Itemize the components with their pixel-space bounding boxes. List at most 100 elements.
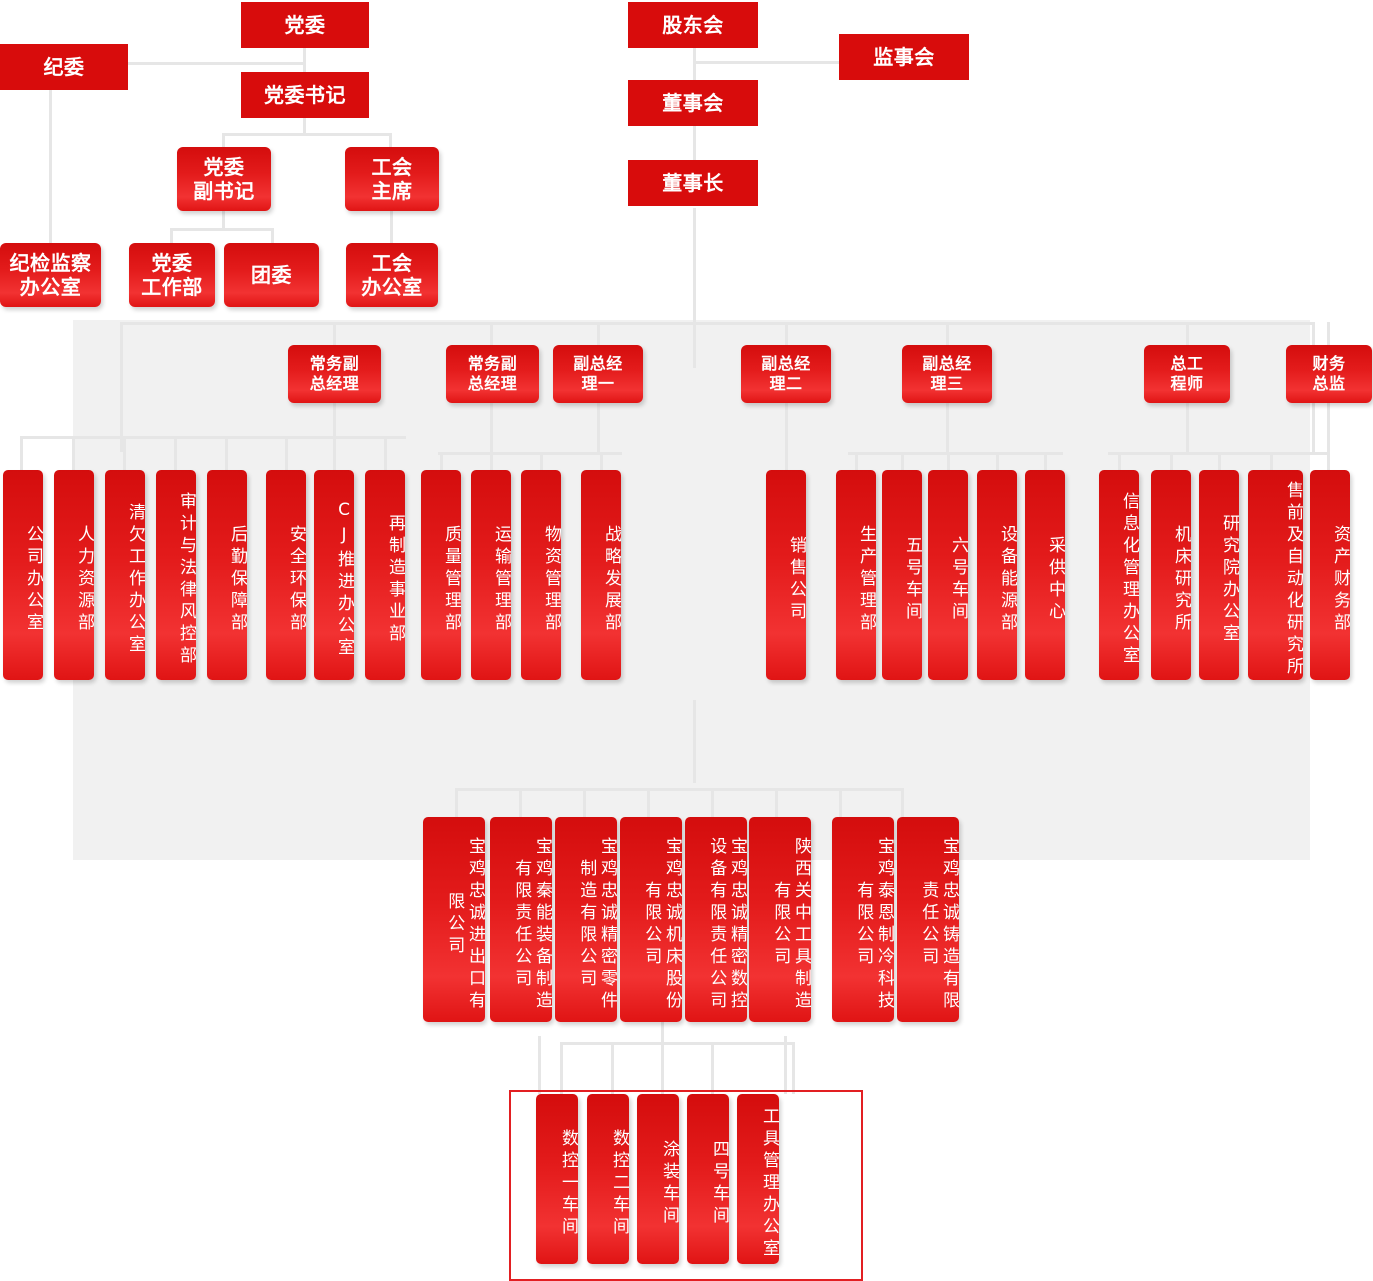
dept-logistics-support[interactable]: 后勤保障部 [207,470,247,680]
connector-dept-drop-13 [785,452,788,472]
node-gonghui-office[interactable]: 工会 办公室 [346,243,438,307]
dept-workshop-no5-label: 五号车间 [902,536,922,624]
connector-dept-drop-8 [384,436,387,470]
sub-guanzhong-tools[interactable]: 陕西关中工具制造有限公司 [749,817,811,1022]
node-dangwei-fushuji[interactable]: 党委 副书记 [177,147,271,211]
dept-remanufacturing-division-label: 再制造事业部 [385,514,405,646]
node-gonghui-zhuxi-label: 工会 主席 [371,154,413,203]
node-jijian-jiancha-office[interactable]: 纪检监察 办公室 [0,243,101,307]
connector-workshop-bus [560,1042,794,1045]
exec-standing-deputy-gm-2[interactable]: 常务副 总经理 [446,345,539,403]
dept-company-office[interactable]: 公司办公室 [3,470,43,680]
dept-presales-automation-institute[interactable]: 售前及自动化研究所 [1248,470,1303,680]
node-dangwei-label: 党委 [284,12,326,37]
shop-cnc-no1[interactable]: 数控一车间 [536,1094,578,1264]
connector-sub-drop-8 [901,788,904,817]
connector-jiwei-to-dangweishuji [126,62,306,65]
node-dangwei-shuji-label: 党委书记 [264,82,346,107]
node-dangwei-fushuji-label: 党委 副书记 [193,154,255,203]
sub-precision-parts[interactable]: 宝鸡忠诚精密零件制造有限公司 [555,817,617,1022]
dept-materials-management[interactable]: 物资管理部 [521,470,561,680]
dept-materials-management-label: 物资管理部 [541,525,561,635]
connector-shop-drop-2 [611,1042,614,1094]
sub-taien-refrigeration-label: 宝鸡泰恩制冷科技有限公司 [853,836,894,1013]
sub-casting[interactable]: 宝鸡忠诚铸造有限责任公司 [897,817,959,1022]
connector-dongshizhang-down [693,208,696,368]
connector-dept-drop-15 [901,452,904,472]
node-chairman[interactable]: 董事长 [628,160,758,206]
shop-painting[interactable]: 涂装车间 [637,1094,679,1264]
node-board-of-directors-label: 董事会 [662,90,724,115]
exec-cfo[interactable]: 财务 总监 [1286,345,1372,403]
connector-exec-spine [120,322,1315,325]
dept-audit-legal-risk[interactable]: 审计与法律风控部 [156,470,196,680]
dept-remanufacturing-division[interactable]: 再制造事业部 [365,470,405,680]
exec-deputy-gm-2[interactable]: 副总经 理二 [741,345,831,403]
node-jijian-jiancha-office-label: 纪检监察 办公室 [9,250,92,299]
node-dangwei-gongzuobu[interactable]: 党委 工作部 [129,243,215,307]
dept-sales-company[interactable]: 销售公司 [766,470,806,680]
connector-exec6-to-bus [1186,403,1189,455]
sub-cnc-equipment[interactable]: 宝鸡忠诚精密数控设备有限责任公司 [685,817,747,1022]
exec-standing-deputy-gm-1[interactable]: 常务副 总经理 [288,345,381,403]
connector-dept-drop-5 [225,436,228,470]
shop-cnc-no2[interactable]: 数控二车间 [587,1094,629,1264]
dept-workshop-no6[interactable]: 六号车间 [928,470,968,680]
dept-debt-clearing-office[interactable]: 清欠工作办公室 [105,470,145,680]
connector-exec2-to-bus [490,403,493,455]
shop-tool-management-office[interactable]: 工具管理办公室 [737,1094,779,1264]
dept-informatization-office[interactable]: 信息化管理办公室 [1099,470,1139,680]
node-shareholders-meeting[interactable]: 股东会 [628,2,758,48]
sub-taien-refrigeration[interactable]: 宝鸡泰恩制冷科技有限公司 [832,817,894,1022]
shop-cnc-no2-label: 数控二车间 [609,1129,629,1239]
connector-fushuji-down [222,210,225,230]
dept-strategic-development[interactable]: 战略发展部 [581,470,621,680]
sub-cnc-equipment-label: 宝鸡忠诚精密数控设备有限责任公司 [706,836,747,1013]
shop-no4[interactable]: 四号车间 [687,1094,729,1264]
connector-dept-drop-1 [20,436,23,470]
dept-asset-finance[interactable]: 资产财务部 [1310,470,1350,680]
connector-jiwei-down [49,84,52,244]
node-gonghui-zhuxi[interactable]: 工会 主席 [345,147,439,211]
exec-chief-engineer[interactable]: 总工 程师 [1144,345,1230,403]
connector-shop-drop-3 [661,1042,664,1094]
connector-exec4-to-bus [785,403,788,455]
connector-dept-drop-23 [1327,452,1330,472]
dept-cj-promotion-office[interactable]: CJ推进办公室 [314,470,354,680]
dept-procurement-center[interactable]: 采供中心 [1025,470,1065,680]
node-dangwei-shuji[interactable]: 党委书记 [241,72,369,118]
dept-safety-environment[interactable]: 安全环保部 [266,470,306,680]
sub-import-export[interactable]: 宝鸡忠诚进出口有限公司 [423,817,485,1022]
connector-exec-drop-4 [785,322,788,347]
exec-deputy-gm-1[interactable]: 副总经 理一 [553,345,643,403]
dept-human-resources[interactable]: 人力资源部 [54,470,94,680]
connector-dept-drop-16 [947,452,950,472]
dept-transport-management[interactable]: 运输管理部 [471,470,511,680]
connector-machinetool-to-workshops [661,1022,664,1044]
dept-production-management[interactable]: 生产管理部 [836,470,876,680]
sub-qinneng-equipment[interactable]: 宝鸡秦能装备制造有限责任公司 [490,817,552,1022]
exec-deputy-gm-3[interactable]: 副总经 理三 [902,345,992,403]
node-dangwei[interactable]: 党委 [241,2,369,48]
connector-dangweishuji-down [303,115,306,135]
node-board-of-directors[interactable]: 董事会 [628,80,758,126]
dept-quality-management-label: 质量管理部 [441,525,461,635]
node-supervisory-board[interactable]: 监事会 [839,34,969,80]
connector-exec-drop-1 [333,322,336,347]
shop-painting-label: 涂装车间 [659,1140,679,1228]
dept-workshop-no5[interactable]: 五号车间 [882,470,922,680]
sub-guanzhong-tools-label: 陕西关中工具制造有限公司 [770,836,811,1013]
node-tuanwei[interactable]: 团委 [224,243,319,307]
connector-center-to-subsidiary [693,700,696,783]
dept-research-academy-office[interactable]: 研究院办公室 [1199,470,1239,680]
shop-no4-label: 四号车间 [709,1140,729,1228]
connector-sub-drop-2 [519,788,522,817]
node-jiwei[interactable]: 纪委 [0,44,128,90]
connector-dept-drop-14 [855,452,858,472]
dept-quality-management[interactable]: 质量管理部 [421,470,461,680]
dept-machine-tool-institute[interactable]: 机床研究所 [1151,470,1191,680]
dept-asset-finance-label: 资产财务部 [1330,525,1350,635]
sub-machine-tool-shares[interactable]: 宝鸡忠诚机床股份有限公司 [620,817,682,1022]
dept-equipment-energy[interactable]: 设备能源部 [977,470,1017,680]
